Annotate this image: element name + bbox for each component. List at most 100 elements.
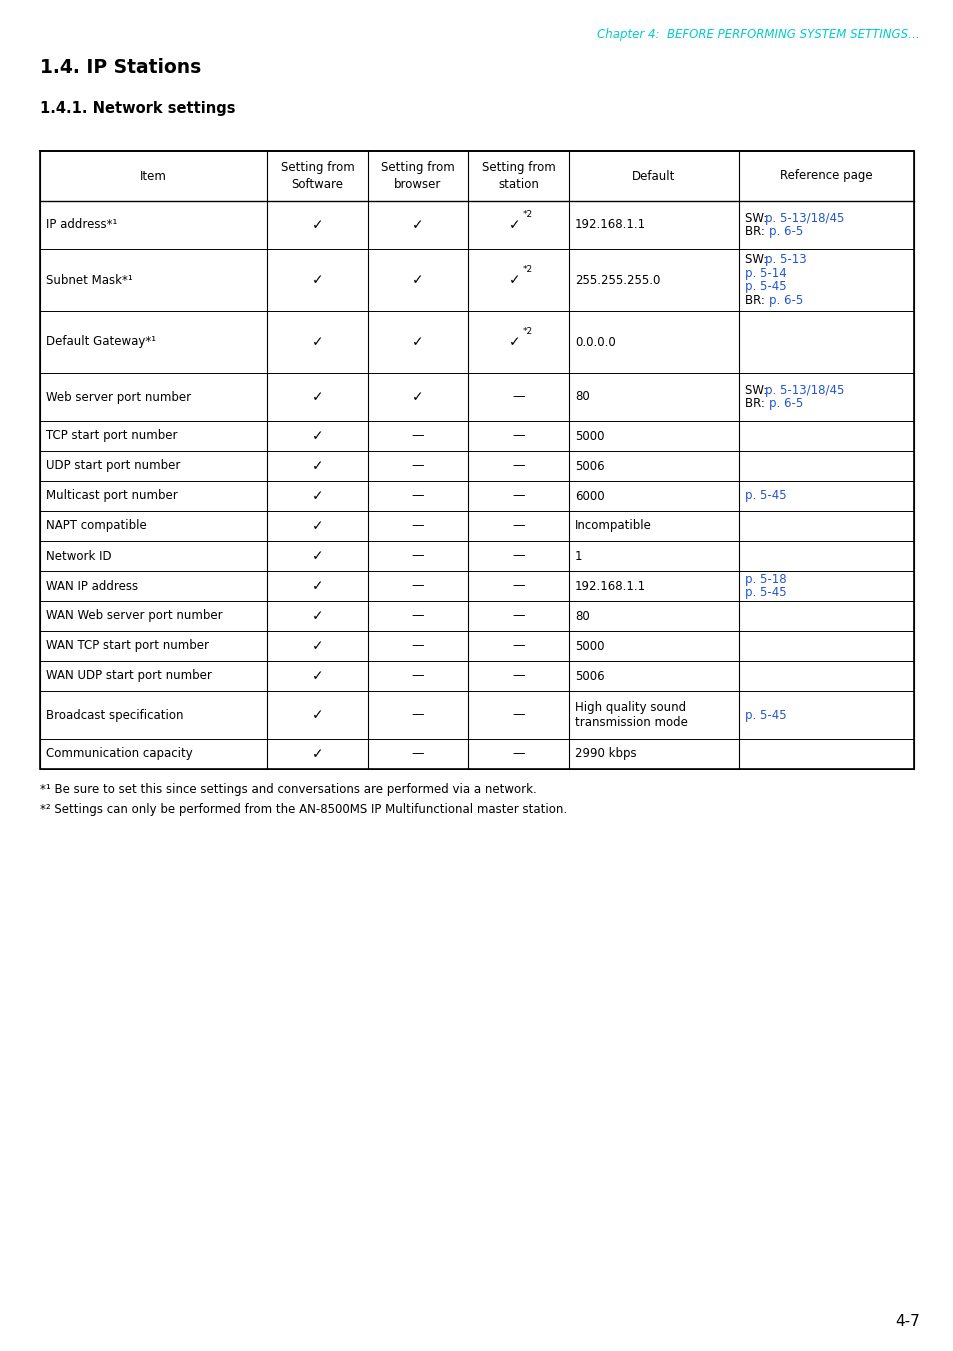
Text: —: —: [412, 580, 424, 593]
Text: —: —: [412, 670, 424, 682]
Text: Broadcast specification: Broadcast specification: [46, 708, 183, 721]
Text: —: —: [512, 639, 524, 653]
Text: —: —: [512, 708, 524, 721]
Text: p. 5-14: p. 5-14: [744, 266, 786, 280]
Text: —: —: [512, 520, 524, 532]
Text: Setting from
browser: Setting from browser: [381, 161, 455, 190]
Text: NAPT compatible: NAPT compatible: [46, 520, 147, 532]
Text: —: —: [512, 459, 524, 473]
Text: 1: 1: [574, 550, 581, 562]
Text: 5006: 5006: [574, 459, 604, 473]
Text: Multicast port number: Multicast port number: [46, 489, 177, 503]
Text: ✓: ✓: [312, 489, 323, 503]
Text: ✓: ✓: [312, 609, 323, 623]
Text: WAN Web server port number: WAN Web server port number: [46, 609, 222, 623]
Text: Default: Default: [632, 169, 675, 182]
Text: —: —: [412, 459, 424, 473]
Text: 0.0.0.0: 0.0.0.0: [574, 335, 615, 349]
Text: —: —: [412, 708, 424, 721]
Text: WAN UDP start port number: WAN UDP start port number: [46, 670, 212, 682]
Text: ✓: ✓: [508, 218, 519, 232]
Text: 1.4. IP Stations: 1.4. IP Stations: [40, 58, 201, 77]
Text: —: —: [412, 609, 424, 623]
Text: ✓: ✓: [508, 273, 519, 286]
Text: Item: Item: [140, 169, 167, 182]
Text: ✓: ✓: [312, 580, 323, 593]
Text: 5000: 5000: [574, 430, 603, 443]
Text: WAN TCP start port number: WAN TCP start port number: [46, 639, 209, 653]
Text: ✓: ✓: [312, 747, 323, 761]
Text: —: —: [412, 489, 424, 503]
Text: ✓: ✓: [312, 708, 323, 721]
Text: 6000: 6000: [574, 489, 604, 503]
Text: 192.168.1.1: 192.168.1.1: [574, 219, 645, 231]
Text: SW:: SW:: [744, 212, 770, 224]
Text: p. 6-5: p. 6-5: [769, 397, 802, 411]
Text: Chapter 4:  BEFORE PERFORMING SYSTEM SETTINGS…: Chapter 4: BEFORE PERFORMING SYSTEM SETT…: [597, 28, 919, 41]
Text: —: —: [412, 747, 424, 761]
Text: 80: 80: [574, 390, 589, 404]
Text: —: —: [512, 489, 524, 503]
Text: p. 5-45: p. 5-45: [744, 586, 786, 600]
Text: IP address*¹: IP address*¹: [46, 219, 117, 231]
Text: Default Gateway*¹: Default Gateway*¹: [46, 335, 156, 349]
Text: Communication capacity: Communication capacity: [46, 747, 193, 761]
Text: Network ID: Network ID: [46, 550, 112, 562]
Text: 1.4.1. Network settings: 1.4.1. Network settings: [40, 101, 235, 116]
Text: SW:: SW:: [744, 384, 770, 397]
Text: 255.255.255.0: 255.255.255.0: [574, 273, 659, 286]
Text: —: —: [512, 580, 524, 593]
Text: ✓: ✓: [312, 335, 323, 349]
Text: 5006: 5006: [574, 670, 604, 682]
Text: ✓: ✓: [312, 390, 323, 404]
Text: 4-7: 4-7: [894, 1315, 919, 1329]
Text: ✓: ✓: [412, 273, 423, 286]
Text: WAN IP address: WAN IP address: [46, 580, 138, 593]
Text: *2: *2: [522, 265, 532, 274]
Text: Incompatible: Incompatible: [574, 520, 651, 532]
Bar: [40, 151, 913, 769]
Text: —: —: [412, 430, 424, 443]
Text: Web server port number: Web server port number: [46, 390, 191, 404]
Text: ✓: ✓: [412, 390, 423, 404]
Text: SW:: SW:: [744, 253, 770, 266]
Text: p. 6-5: p. 6-5: [769, 226, 802, 238]
Text: 2990 kbps: 2990 kbps: [574, 747, 636, 761]
Text: Subnet Mask*¹: Subnet Mask*¹: [46, 273, 132, 286]
Text: ✓: ✓: [312, 669, 323, 684]
Text: Reference page: Reference page: [780, 169, 872, 182]
Text: p. 5-45: p. 5-45: [744, 708, 786, 721]
Text: *¹ Be sure to set this since settings and conversations are performed via a netw: *¹ Be sure to set this since settings an…: [40, 784, 537, 796]
Text: p. 5-13/18/45: p. 5-13/18/45: [763, 384, 843, 397]
Text: —: —: [512, 430, 524, 443]
Text: ✓: ✓: [312, 639, 323, 653]
Text: ✓: ✓: [312, 218, 323, 232]
Text: —: —: [512, 670, 524, 682]
Text: —: —: [412, 639, 424, 653]
Text: 192.168.1.1: 192.168.1.1: [574, 580, 645, 593]
Text: BR:: BR:: [744, 293, 772, 307]
Text: ✓: ✓: [312, 459, 323, 473]
Text: Setting from
station: Setting from station: [481, 161, 555, 190]
Text: BR:: BR:: [744, 226, 772, 238]
Text: —: —: [512, 747, 524, 761]
Text: *² Settings can only be performed from the AN-8500MS IP Multifunctional master s: *² Settings can only be performed from t…: [40, 802, 566, 816]
Text: p. 5-13/18/45: p. 5-13/18/45: [763, 212, 843, 224]
Text: p. 5-45: p. 5-45: [744, 280, 786, 293]
Text: —: —: [512, 550, 524, 562]
Text: BR:: BR:: [744, 397, 772, 411]
Text: ✓: ✓: [312, 273, 323, 286]
Text: *2: *2: [522, 327, 532, 336]
Text: —: —: [512, 609, 524, 623]
Text: p. 5-45: p. 5-45: [744, 489, 786, 503]
Text: —: —: [412, 550, 424, 562]
Text: High quality sound
transmission mode: High quality sound transmission mode: [574, 701, 687, 730]
Text: ✓: ✓: [312, 549, 323, 563]
Text: ✓: ✓: [508, 335, 519, 349]
Text: —: —: [512, 390, 524, 404]
Text: TCP start port number: TCP start port number: [46, 430, 177, 443]
Text: 5000: 5000: [574, 639, 603, 653]
Text: p. 5-18: p. 5-18: [744, 573, 786, 586]
Text: Setting from
Software: Setting from Software: [280, 161, 354, 190]
Text: ✓: ✓: [412, 218, 423, 232]
